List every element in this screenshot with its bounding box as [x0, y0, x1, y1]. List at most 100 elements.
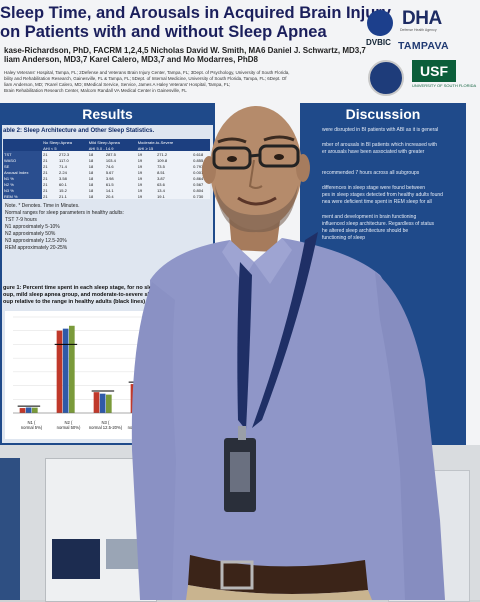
chart-tick-label: N2 (normal 50%): [57, 420, 81, 430]
table-cell: 2.24: [58, 169, 88, 175]
table-cell: 21: [42, 169, 59, 175]
table-title: able 2: Sleep Architecture and Other Sle…: [3, 128, 155, 134]
lanyard-left: [237, 262, 252, 430]
table-cell: 19: [136, 157, 157, 163]
badge-clip: [238, 426, 246, 440]
collar-right: [254, 238, 292, 284]
table-cell: 74.6: [104, 163, 137, 169]
table-cell: WASO: [3, 157, 43, 163]
right-ear: [296, 154, 310, 182]
chart-bar: [62, 328, 69, 413]
table-col-group: Mild Sleep Apnea: [88, 139, 120, 145]
dha-logo-subtitle: Defense Health Agency: [400, 28, 437, 32]
chart-tick-label: N1 (normal 5%): [21, 420, 43, 430]
table-row: WASO 21 117.0 18 103.4 19 109.8 0.855: [3, 157, 210, 163]
table-cell: N2 %: [3, 181, 43, 187]
table-cell: REM %: [3, 193, 43, 199]
tampa-va-logo: TAMPAVA: [398, 40, 449, 52]
table-cell: 18: [87, 187, 105, 193]
table-row: REM % 21 21.1 18 20.4 19 19.1 0.730: [3, 193, 210, 199]
chart-bar: [25, 407, 32, 413]
glasses-bridge: [249, 153, 261, 158]
dvbic-logo-text: DVBIC: [366, 38, 391, 47]
sleep-stats-table: No Sleep Apnea Mild Sleep Apnea Moderate…: [3, 139, 210, 199]
usf-logo-subtitle: UNIVERSITY OF SOUTH FLORIDA: [412, 83, 477, 88]
table-cell: 109.8: [156, 157, 193, 163]
table-row: N3 % 21 15.2 18 14.1 19 13.4 0.804: [3, 187, 210, 193]
table-cell: 21.1: [58, 193, 88, 199]
table-cell: 21: [42, 187, 59, 193]
lower-left-panel: [0, 458, 20, 600]
discussion-heading: Discussion: [345, 106, 421, 122]
dha-logo: DHA: [402, 8, 442, 29]
table-cell: 0.618: [192, 151, 210, 157]
table-cell: 60.1: [58, 181, 88, 187]
table-cell: 21: [42, 175, 59, 181]
results-heading: Results: [82, 106, 133, 122]
table-col-group: No Sleep Apnea: [43, 139, 73, 145]
table-cell: 14.1: [104, 187, 137, 193]
table-cell: 21: [42, 193, 59, 199]
table-cell: 5.67: [104, 169, 137, 175]
table-cell: 21: [42, 151, 59, 157]
table-cell: N1 %: [3, 175, 43, 181]
table-cell: 13.4: [156, 187, 193, 193]
nose: [248, 159, 263, 189]
table-cell: 117.0: [58, 157, 88, 163]
table-cell: 0.864: [192, 175, 210, 181]
table-row: TST 21 272.3 18 287.5 19 271.2 0.618: [3, 151, 210, 157]
table-row: Arousal Index 21 2.24 18 5.67 19 8.51 0.001: [3, 169, 210, 175]
table-cell: 18: [87, 169, 105, 175]
belt: [188, 555, 368, 594]
table-cell: 19: [136, 169, 157, 175]
table-cell: 21: [42, 157, 59, 163]
poster-authors: kase-Richardson, PhD, FACRM 1,2,4,5 Nich…: [4, 46, 366, 64]
poster-title: Sleep Time, and Arousals in Acquired Bra…: [0, 4, 391, 41]
beard: [215, 185, 298, 233]
table-cell: TST: [3, 151, 43, 157]
figure-caption: gure 1: Percent time spent in each sleep…: [3, 285, 176, 305]
glasses-left-lens: [212, 146, 252, 170]
table-cell: 18: [87, 157, 105, 163]
table-cell: 103.4: [104, 157, 137, 163]
chart-tick-label: N3 (normal 12.5-20%): [89, 420, 123, 430]
left-eye: [227, 156, 237, 162]
table-cell: 0.855: [192, 157, 210, 163]
chart-bar: [99, 393, 106, 413]
chart-bar: [56, 330, 63, 413]
table-col-sub: AHI 5.0 - 14.9: [88, 145, 114, 151]
table-cell: 19: [136, 151, 157, 157]
shirt: [150, 238, 440, 600]
poster-affiliations: Haley Veterans' Hospital, Tampa, FL; 2De…: [4, 70, 290, 93]
table-cell: 3.58: [58, 175, 88, 181]
table-cell: 73.5: [156, 163, 193, 169]
id-badge-window: [230, 452, 250, 492]
table-cell: Arousal Index: [3, 169, 43, 175]
belt-buckle: [220, 560, 254, 590]
pants: [186, 585, 372, 600]
table-cell: 287.5: [104, 151, 137, 157]
table-cell: 18: [87, 163, 105, 169]
table-cell: 18: [87, 181, 105, 187]
table-cell: 18: [87, 175, 105, 181]
table-cell: 19: [136, 181, 157, 187]
table-cell: 3.87: [156, 175, 193, 181]
table-cell: SE: [3, 163, 43, 169]
chart-bar: [19, 408, 26, 413]
chart-bar: [68, 325, 75, 413]
right-eyebrow: [263, 135, 295, 142]
table-cell: 271.2: [156, 151, 193, 157]
right-arm: [375, 272, 445, 600]
lanyard-right: [252, 232, 318, 428]
table-row: N1 % 21 3.58 18 3.98 19 3.87 0.864: [3, 175, 210, 181]
table-cell: 21: [42, 181, 59, 187]
table-cell: N3 %: [3, 187, 43, 193]
table-row: N2 % 21 60.1 18 61.5 19 63.6 0.567: [3, 181, 210, 187]
table-cell: 0.797: [192, 163, 210, 169]
table-col-sub: AHI ≥ 15: [137, 145, 154, 151]
table-notes: Note. * Denotes. Time in Minutes. Normal…: [5, 203, 124, 251]
lower-poster-image: [52, 539, 100, 579]
left-ear: [202, 156, 216, 184]
table-cell: 21: [42, 163, 59, 169]
table-cell: 3.98: [104, 175, 137, 181]
